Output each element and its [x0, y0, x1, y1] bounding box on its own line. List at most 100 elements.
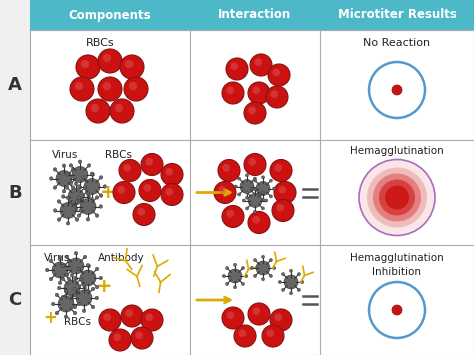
- Circle shape: [95, 196, 99, 199]
- Circle shape: [248, 303, 270, 325]
- Circle shape: [77, 285, 81, 289]
- Circle shape: [369, 282, 425, 338]
- Circle shape: [359, 159, 435, 235]
- Circle shape: [241, 282, 245, 285]
- Circle shape: [83, 273, 87, 277]
- Circle shape: [227, 86, 234, 94]
- Circle shape: [273, 69, 280, 76]
- Circle shape: [297, 288, 301, 291]
- Circle shape: [98, 77, 122, 101]
- Circle shape: [254, 210, 256, 213]
- Circle shape: [119, 159, 141, 181]
- Circle shape: [274, 181, 296, 203]
- Circle shape: [78, 186, 82, 189]
- Circle shape: [237, 177, 241, 180]
- Circle shape: [126, 310, 133, 317]
- Text: RBCs: RBCs: [105, 149, 132, 159]
- Circle shape: [238, 329, 246, 337]
- Circle shape: [58, 296, 74, 312]
- Circle shape: [74, 251, 78, 255]
- Circle shape: [86, 192, 90, 196]
- Circle shape: [62, 164, 66, 168]
- Circle shape: [379, 180, 415, 215]
- Circle shape: [262, 255, 264, 258]
- Circle shape: [254, 188, 256, 191]
- Circle shape: [62, 190, 66, 193]
- Circle shape: [73, 293, 77, 297]
- Circle shape: [62, 195, 65, 198]
- Circle shape: [91, 287, 95, 291]
- Circle shape: [146, 158, 153, 165]
- Text: +: +: [100, 183, 116, 202]
- Circle shape: [54, 209, 57, 212]
- Circle shape: [269, 274, 273, 278]
- Circle shape: [290, 292, 292, 295]
- Circle shape: [144, 184, 151, 192]
- Circle shape: [77, 214, 81, 217]
- Circle shape: [266, 86, 288, 108]
- Circle shape: [90, 172, 94, 175]
- Circle shape: [53, 168, 57, 171]
- Circle shape: [46, 268, 49, 272]
- Circle shape: [70, 299, 74, 302]
- Circle shape: [98, 49, 122, 73]
- Text: Hemagglutination: Hemagglutination: [350, 253, 444, 263]
- Circle shape: [95, 296, 99, 300]
- Text: Components: Components: [69, 9, 151, 22]
- Circle shape: [227, 210, 234, 218]
- Circle shape: [250, 187, 253, 190]
- Circle shape: [262, 325, 284, 347]
- Circle shape: [80, 270, 96, 286]
- Circle shape: [240, 180, 254, 193]
- FancyBboxPatch shape: [30, 0, 474, 30]
- Circle shape: [66, 222, 70, 225]
- Circle shape: [227, 311, 234, 319]
- Circle shape: [256, 181, 270, 196]
- Text: Virus: Virus: [44, 253, 70, 263]
- Circle shape: [245, 274, 248, 278]
- Circle shape: [58, 256, 62, 259]
- Circle shape: [99, 309, 121, 331]
- Circle shape: [228, 269, 242, 283]
- Circle shape: [255, 59, 262, 66]
- Circle shape: [273, 267, 276, 269]
- Circle shape: [83, 186, 87, 189]
- Circle shape: [75, 177, 79, 180]
- Circle shape: [141, 309, 163, 331]
- Circle shape: [103, 313, 111, 321]
- Circle shape: [118, 186, 125, 193]
- Circle shape: [165, 168, 173, 176]
- Circle shape: [68, 189, 84, 204]
- Circle shape: [79, 209, 82, 212]
- Text: C: C: [9, 291, 22, 309]
- Circle shape: [248, 82, 270, 104]
- Circle shape: [86, 99, 110, 123]
- Circle shape: [246, 174, 248, 177]
- Circle shape: [276, 204, 284, 212]
- Text: RBCs: RBCs: [64, 317, 91, 327]
- Circle shape: [222, 274, 225, 278]
- Circle shape: [165, 188, 173, 196]
- Circle shape: [272, 200, 294, 222]
- Circle shape: [274, 164, 282, 171]
- Circle shape: [64, 315, 68, 318]
- Text: RBCs: RBCs: [86, 38, 114, 48]
- Circle shape: [139, 180, 161, 202]
- Circle shape: [270, 309, 292, 331]
- Circle shape: [55, 311, 59, 315]
- Circle shape: [74, 277, 78, 280]
- Circle shape: [133, 203, 155, 225]
- Circle shape: [77, 185, 81, 188]
- Circle shape: [86, 289, 90, 293]
- Circle shape: [65, 255, 69, 259]
- Circle shape: [69, 164, 73, 167]
- Text: Inhibition: Inhibition: [373, 267, 421, 277]
- Circle shape: [110, 99, 134, 123]
- FancyBboxPatch shape: [30, 30, 474, 355]
- Circle shape: [90, 197, 94, 201]
- Circle shape: [146, 313, 153, 321]
- Text: Interaction: Interaction: [219, 9, 292, 22]
- Circle shape: [87, 164, 91, 167]
- Circle shape: [83, 286, 87, 290]
- Circle shape: [244, 102, 266, 124]
